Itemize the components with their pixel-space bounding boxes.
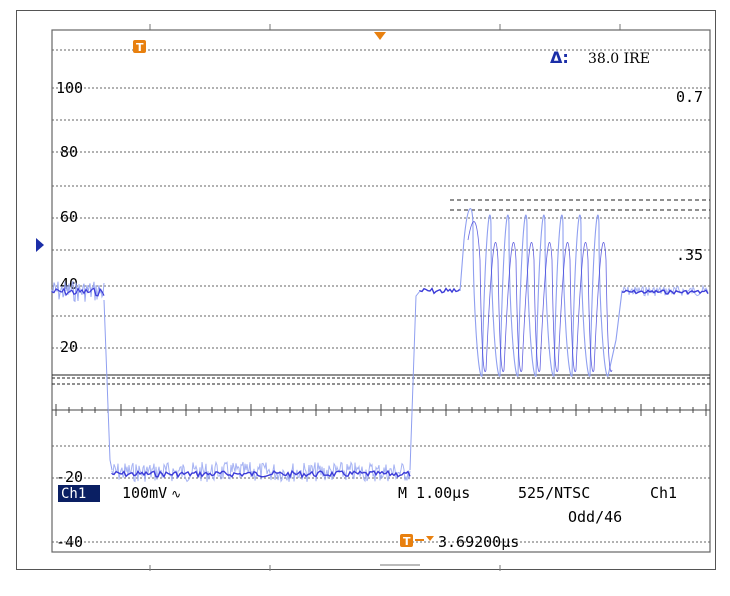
- ground-level-arrow-icon[interactable]: [36, 238, 44, 252]
- trigger-T-bottom-icon: T: [400, 534, 413, 548]
- ire-label-80: 80: [60, 143, 78, 161]
- ire-label-neg40: -40: [56, 533, 83, 551]
- ire-label-neg20: -20: [56, 468, 83, 486]
- delta-value: 38.0 IRE: [588, 51, 650, 67]
- trigger-position-readout: 3.69200μs: [438, 533, 519, 551]
- scope-frame: [16, 10, 716, 570]
- ire-label-100: 100: [56, 79, 83, 97]
- delta-symbol: Δ:: [550, 48, 569, 67]
- line-select: Odd/46: [568, 508, 622, 526]
- trigger-arrow-icon: [415, 536, 434, 541]
- trigger-T-icon[interactable]: T: [133, 40, 146, 54]
- ire-label-20: 20: [60, 338, 78, 356]
- zero-axis-ticks: [55, 404, 707, 416]
- frame-ticks: [149, 24, 621, 571]
- svg-text:T: T: [136, 41, 144, 54]
- standard-readout: 525/NTSC: [518, 484, 590, 502]
- volts-per-div: 100mV ∿: [122, 484, 181, 502]
- ch1-badge[interactable]: Ch1: [61, 486, 86, 502]
- trigger-source: Ch1: [650, 484, 677, 502]
- waveform-trace: [51, 208, 709, 483]
- volts-scale-top: 0.7: [676, 88, 703, 106]
- graticule-grid: [52, 49, 710, 543]
- ire-label-60: 60: [60, 208, 78, 226]
- timebase-readout: M 1.00μs: [398, 484, 470, 502]
- reference-lines: [52, 199, 710, 385]
- trigger-point-top-icon[interactable]: [374, 32, 386, 40]
- svg-text:T: T: [403, 535, 411, 548]
- ch1-badge-bg: [58, 485, 100, 502]
- volts-scale-mid: .35: [676, 246, 703, 264]
